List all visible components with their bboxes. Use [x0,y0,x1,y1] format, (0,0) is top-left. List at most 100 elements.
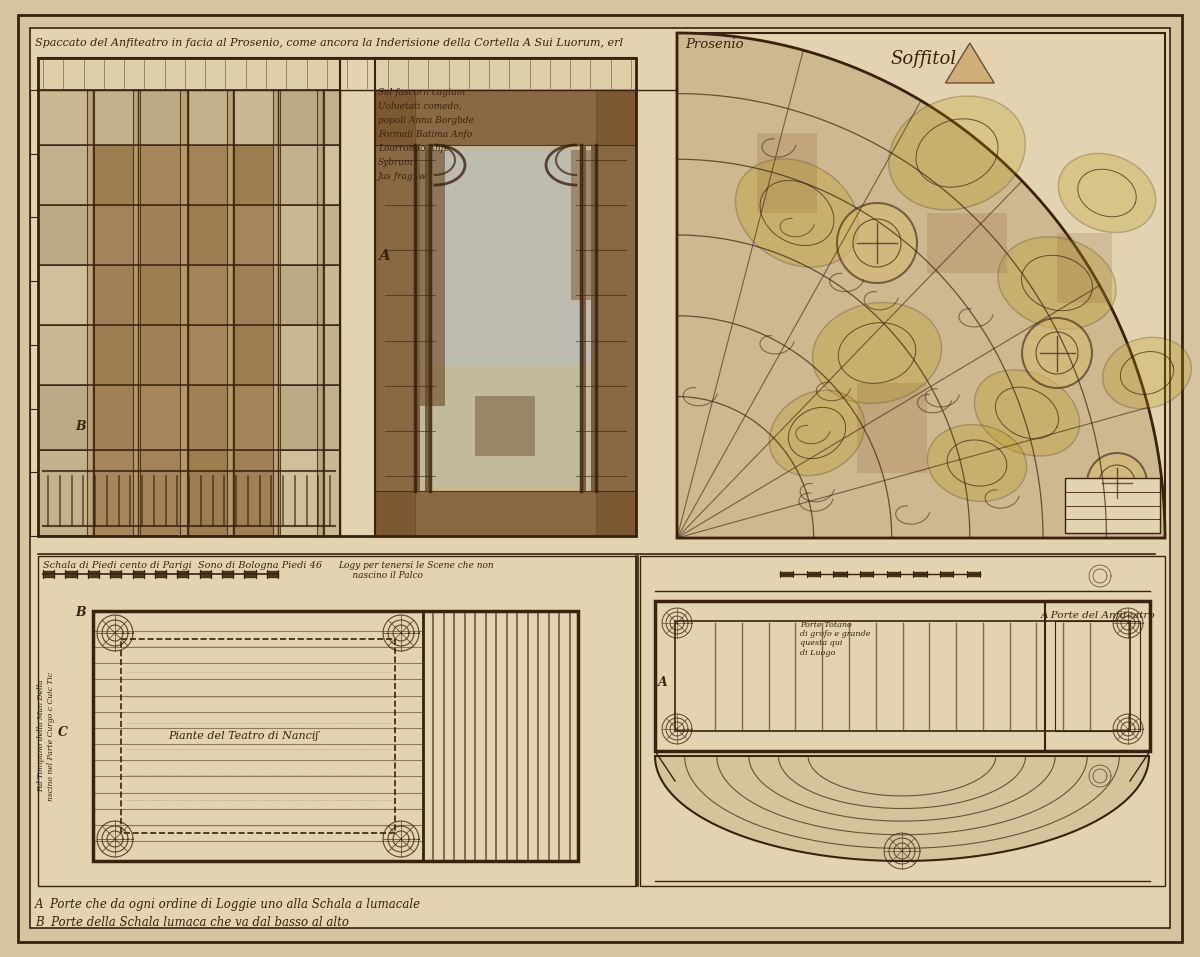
Bar [317,90,324,536]
Bar [233,385,278,450]
Bar [38,205,94,265]
Polygon shape [780,572,793,576]
Bar [188,90,233,145]
Text: Sal fascorn cagium: Sal fascorn cagium [378,88,466,97]
Bar [180,90,187,536]
Polygon shape [888,96,1025,210]
Text: Jus frag. w: Jus frag. w [378,172,427,181]
Polygon shape [199,571,211,577]
Bar [233,90,278,145]
Bar [592,145,595,491]
Bar [757,133,817,213]
Bar [323,450,340,536]
Text: Piante del Teatro di Nanciʃ: Piante del Teatro di Nanciʃ [168,731,318,741]
Polygon shape [178,571,188,577]
Bar [278,265,323,325]
Polygon shape [940,572,953,576]
Text: Schala di Piedi cento di Parigi  Sono di Bologna Piedi 46: Schala di Piedi cento di Parigi Sono di … [43,561,322,570]
Polygon shape [998,236,1116,329]
Text: Uoluetati comedo,: Uoluetati comedo, [378,102,462,111]
Bar [94,145,274,536]
Bar [323,145,340,205]
Bar [582,145,586,491]
Bar [323,205,340,265]
Bar [677,33,1165,538]
Bar [38,145,94,205]
Text: Sybrum: Sybrum [378,158,414,167]
Bar [274,90,280,536]
Text: B  Porte della Schala lumaca che va dal basso al alto: B Porte della Schala lumaca che va dal b… [35,916,349,929]
Bar [94,205,138,265]
Text: Logy per tenersi le Scene che non
     nascino il Palco: Logy per tenersi le Scene che non nascin… [338,561,493,580]
Polygon shape [812,302,942,404]
Polygon shape [974,370,1080,456]
Bar [94,385,138,450]
Bar [420,150,445,406]
Bar [571,150,592,300]
Bar [121,639,395,833]
Text: B: B [74,606,85,619]
Polygon shape [677,33,1165,538]
Bar [233,325,278,385]
Polygon shape [132,571,144,577]
Circle shape [838,203,917,283]
Bar [94,90,138,145]
Bar [138,90,188,145]
Bar [38,265,94,325]
Bar [425,145,430,491]
Polygon shape [43,571,54,577]
Text: Loorrondo Anfe: Loorrondo Anfe [378,144,449,153]
Text: Porte Totano
di grofo e grande
questa qui
di Luogo: Porte Totano di grofo e grande questa qu… [800,621,870,657]
Text: A Porte del Anfiteatro: A Porte del Anfiteatro [1040,611,1154,620]
Bar [416,145,420,491]
Polygon shape [222,571,233,577]
Bar [188,385,233,450]
Polygon shape [806,572,820,576]
Bar [278,90,323,145]
Bar [94,611,578,861]
Bar [420,150,592,486]
Bar [1066,478,1160,533]
Bar [188,450,233,536]
Polygon shape [1058,153,1156,233]
Bar [188,325,233,385]
Text: C: C [58,726,68,739]
Bar [233,205,278,265]
Text: Spaccato del Anfiteatro in facia al Prosenio, come ancora la Inderisione della C: Spaccato del Anfiteatro in facia al Pros… [35,38,623,48]
Bar [188,265,233,325]
Bar [323,90,340,145]
Bar [227,90,234,536]
Bar [278,145,323,205]
Text: Formali Batima Anfo: Formali Batima Anfo [378,130,472,139]
Polygon shape [245,571,256,577]
Text: popoli Anna Borgbde: popoli Anna Borgbde [378,116,474,125]
Bar [475,396,535,456]
Polygon shape [860,572,874,576]
Bar [1057,233,1112,303]
Bar [233,265,278,325]
Bar [88,90,94,536]
Bar [655,601,1150,751]
Bar [857,383,928,473]
Bar [94,325,138,385]
Polygon shape [1103,337,1192,409]
Bar [138,145,188,205]
Bar [38,90,340,536]
Polygon shape [266,571,278,577]
Bar [188,145,233,205]
Bar [38,385,94,450]
Bar [94,265,138,325]
Polygon shape [946,43,995,83]
Polygon shape [887,572,900,576]
Polygon shape [655,756,1150,861]
Bar [420,366,592,486]
Bar [133,90,140,536]
Bar [138,325,188,385]
Polygon shape [913,572,926,576]
Bar [640,556,1165,886]
Text: B: B [74,420,85,433]
Text: A: A [658,676,667,689]
Bar [278,385,323,450]
Bar [278,325,323,385]
Polygon shape [928,425,1027,501]
